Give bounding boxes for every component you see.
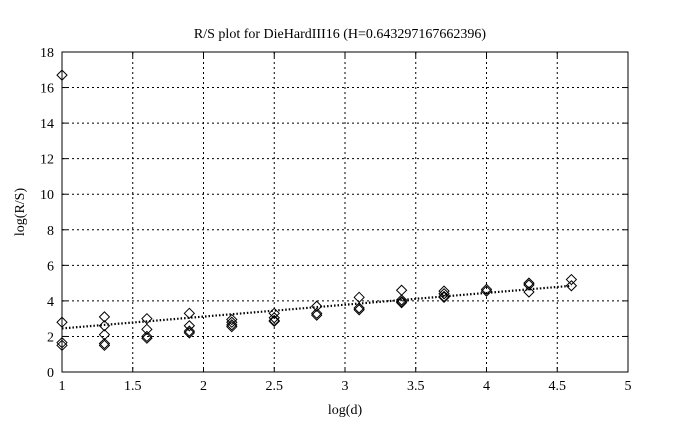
y-axis-label: log(R/S) xyxy=(13,188,28,237)
data-point xyxy=(141,323,153,336)
data-point xyxy=(353,302,365,314)
y-tick-label: 16 xyxy=(40,82,54,97)
x-tick-label: 3 xyxy=(342,379,349,394)
data-point xyxy=(438,290,450,303)
x-tick-label: 1.5 xyxy=(124,379,142,394)
x-tick-label: 5 xyxy=(625,379,632,394)
data-point xyxy=(523,279,535,291)
data-point xyxy=(98,311,111,323)
data-point xyxy=(98,320,111,332)
data-point xyxy=(268,315,280,328)
data-point xyxy=(226,316,238,328)
data-point xyxy=(268,307,280,320)
data-point xyxy=(56,336,68,349)
y-tick-label: 14 xyxy=(40,117,54,132)
y-tick-label: 0 xyxy=(47,366,54,381)
data-point xyxy=(565,280,578,292)
data-point xyxy=(183,325,196,337)
x-tick-label: 2.5 xyxy=(266,379,284,394)
data-point xyxy=(565,273,578,286)
data-point xyxy=(310,300,323,312)
x-tick-label: 4 xyxy=(483,379,490,394)
data-point xyxy=(480,285,493,297)
data-point xyxy=(395,294,408,306)
y-tick-label: 6 xyxy=(47,259,54,274)
data-point xyxy=(183,327,196,339)
data-point xyxy=(353,304,365,316)
x-tick-label: 1 xyxy=(59,379,66,394)
data-point xyxy=(310,309,323,321)
data-point xyxy=(395,296,408,308)
x-tick-label: 2 xyxy=(200,379,207,394)
x-tick-label: 3.5 xyxy=(407,379,425,394)
grid-lines xyxy=(62,52,628,372)
data-point xyxy=(141,330,153,343)
data-point xyxy=(56,316,68,328)
y-tick-label: 10 xyxy=(40,188,54,203)
chart-title: R/S plot for DieHardIII16 (H=0.643297167… xyxy=(194,27,486,42)
y-tick-label: 2 xyxy=(47,330,54,345)
x-axis-label: log(d) xyxy=(328,403,363,418)
data-point xyxy=(226,320,238,333)
data-point xyxy=(523,277,535,289)
y-tick-label: 4 xyxy=(47,295,54,310)
data-point xyxy=(395,284,408,296)
y-tick-label: 8 xyxy=(47,224,54,239)
data-point xyxy=(141,332,153,344)
y-tick-label: 12 xyxy=(40,153,54,168)
data-point xyxy=(438,288,450,300)
fit-line xyxy=(61,284,572,330)
data-point xyxy=(56,339,68,352)
data-points xyxy=(56,69,578,352)
data-point xyxy=(56,69,68,81)
data-point xyxy=(183,307,196,320)
x-tick-label: 4.5 xyxy=(549,379,567,394)
axis-ticks: 1 1.5 2 2.5 3 3.5 4 4.5 5 0 2 4 6 8 10 12 14 16 18 xyxy=(40,46,632,394)
y-tick-label: 18 xyxy=(40,46,54,61)
data-point xyxy=(98,337,111,350)
data-point xyxy=(183,320,196,332)
data-point xyxy=(438,285,450,297)
data-point xyxy=(226,319,238,331)
data-point xyxy=(480,283,493,296)
data-point xyxy=(523,286,535,298)
fit-line-group xyxy=(61,284,572,330)
data-point xyxy=(395,296,408,309)
data-point xyxy=(226,313,238,326)
data-point xyxy=(268,312,280,324)
data-point xyxy=(310,307,323,320)
data-point xyxy=(438,291,450,304)
data-point xyxy=(98,339,111,352)
data-point xyxy=(268,314,280,327)
